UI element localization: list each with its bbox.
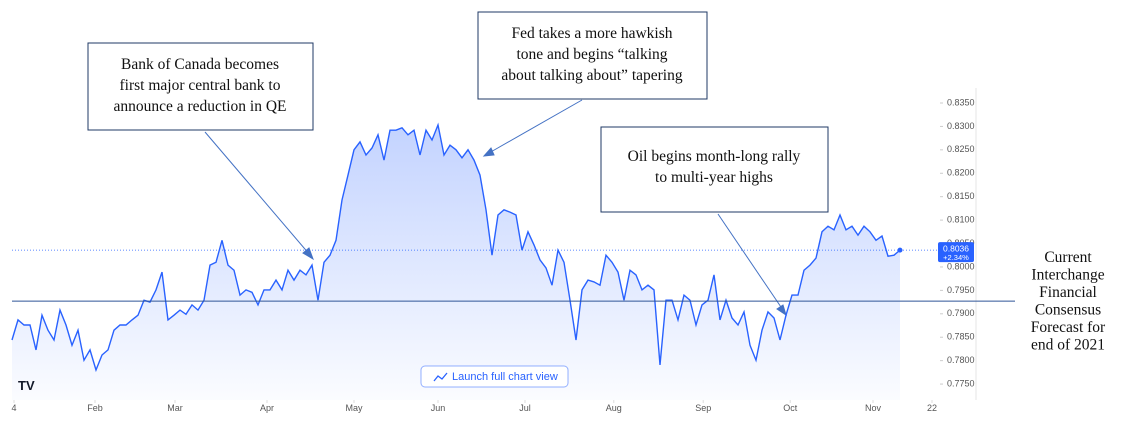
reference-label: Consensus xyxy=(1035,302,1101,319)
y-tick-label: 0.7800 xyxy=(947,355,975,365)
price-tag xyxy=(938,242,974,263)
x-tick-label: Apr xyxy=(260,403,274,413)
area-fill xyxy=(12,125,900,400)
annotation-text: to multi-year highs xyxy=(655,169,773,186)
y-tick-label: 0.8200 xyxy=(947,168,975,178)
reference-label: Forecast for xyxy=(1031,319,1106,336)
x-tick-label: Mar xyxy=(167,403,183,413)
annotation-box xyxy=(87,42,314,131)
y-tick-label: 0.7900 xyxy=(947,308,975,318)
y-tick-label: 0.8000 xyxy=(947,261,975,271)
y-tick-label: 0.7850 xyxy=(947,332,975,342)
annotation-text: Bank of Canada becomes xyxy=(121,56,279,73)
x-tick-label: Feb xyxy=(87,403,103,413)
reference-label: Current xyxy=(1044,249,1092,266)
y-tick-label: 0.7950 xyxy=(947,285,975,295)
x-tick-label: Jul xyxy=(519,403,531,413)
y-tick-label: 0.8100 xyxy=(947,214,975,224)
button-label[interactable]: Launch full chart view xyxy=(452,371,558,383)
reference-label: end of 2021 xyxy=(1031,337,1105,354)
annotation-text: announce a reduction in QE xyxy=(113,98,286,115)
x-tick-label: Jun xyxy=(431,403,446,413)
x-tick-label: Nov xyxy=(865,403,882,413)
price-label: 0.8036 xyxy=(943,243,969,253)
y-tick-label: 0.8150 xyxy=(947,191,975,201)
x-tick-label: 22 xyxy=(927,403,937,413)
annotation-box xyxy=(477,11,708,100)
annotation-box xyxy=(600,126,829,213)
change-label: +2.34% xyxy=(943,253,969,262)
reference-label: Financial xyxy=(1039,284,1097,301)
y-tick-label: 0.8250 xyxy=(947,144,975,154)
x-tick-label: 4 xyxy=(11,403,16,413)
annotation-text: Oil begins month-long rally xyxy=(628,148,801,165)
price-line xyxy=(11,122,901,373)
x-tick-label: Aug xyxy=(606,403,622,413)
annotation-text: about talking about” tapering xyxy=(501,67,682,84)
y-tick-label: 0.8350 xyxy=(947,97,975,107)
reference-label: Interchange xyxy=(1031,267,1104,284)
annotation-text: tone and begins “talking xyxy=(516,46,667,63)
x-tick-label: May xyxy=(345,403,363,413)
y-tick-label: 0.7750 xyxy=(947,378,975,388)
x-tick-label: Sep xyxy=(695,403,711,413)
annotation-text: Fed takes a more hawkish xyxy=(512,25,673,42)
annotation-text: first major central bank to xyxy=(120,77,281,94)
arrows xyxy=(204,99,787,317)
y-tick-label: 0.8300 xyxy=(947,121,975,131)
launch-button[interactable]: Launch full chart view xyxy=(420,365,569,388)
x-tick-label: Oct xyxy=(783,403,798,413)
